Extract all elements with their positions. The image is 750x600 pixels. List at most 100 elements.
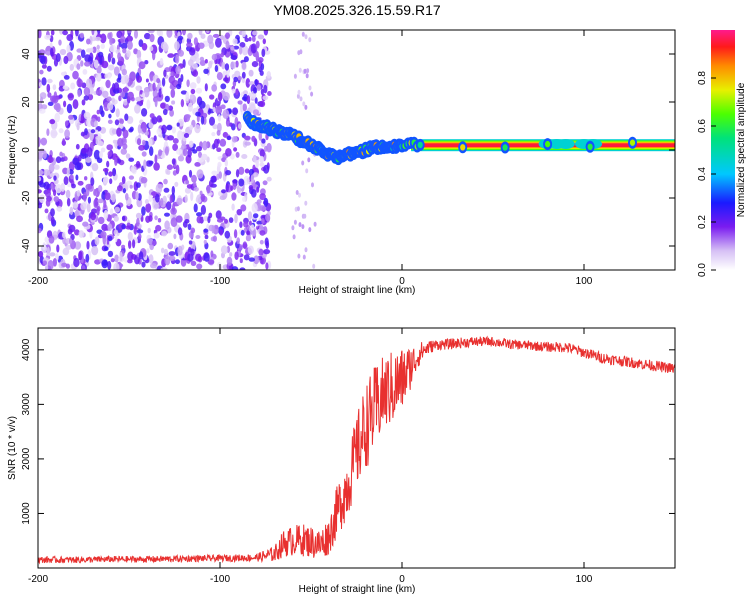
noise-speckle xyxy=(114,206,120,213)
noise-speckle xyxy=(172,138,179,144)
noise-speckle xyxy=(66,103,73,114)
noise-speckle xyxy=(133,225,137,235)
noise-speckle xyxy=(156,115,162,123)
noise-speckle xyxy=(224,230,231,239)
noise-speckle xyxy=(178,49,184,57)
noise-speckle xyxy=(135,212,142,219)
noise-speckle xyxy=(104,192,111,201)
noise-speckle xyxy=(44,208,49,214)
noise-speckle xyxy=(100,43,105,50)
noise-speckle xyxy=(125,193,129,201)
noise-speckle xyxy=(263,164,270,174)
noise-speckle xyxy=(224,63,230,71)
noise-speckle xyxy=(95,72,102,82)
noise-speckle xyxy=(239,102,243,113)
noise-speckle xyxy=(158,184,164,189)
noise-speckle xyxy=(239,221,243,228)
noise-speckle xyxy=(96,109,101,115)
noise-speckle xyxy=(225,40,230,50)
spectrogram-y-tick-label: 40 xyxy=(21,48,32,60)
noise-speckle xyxy=(253,87,258,94)
noise-speckle xyxy=(213,138,219,149)
noise-speckle xyxy=(259,100,266,108)
noise-speckle xyxy=(163,248,168,256)
noise-speckle xyxy=(147,30,155,34)
noise-speckle xyxy=(84,176,88,181)
noise-speckle xyxy=(129,126,134,132)
noise-speckle xyxy=(297,89,301,95)
noise-speckle xyxy=(62,30,68,36)
noise-speckle xyxy=(101,259,108,269)
noise-speckle xyxy=(203,228,209,233)
noise-speckle xyxy=(62,138,66,146)
snr-y-tick-label: 4000 xyxy=(21,338,32,361)
noise-speckle xyxy=(291,225,295,231)
noise-speckle xyxy=(225,170,232,176)
noise-speckle xyxy=(121,176,126,185)
noise-speckle xyxy=(196,146,202,152)
noise-speckle xyxy=(305,168,309,174)
noise-speckle xyxy=(111,193,116,203)
noise-speckle xyxy=(163,187,170,193)
noise-speckle xyxy=(84,128,88,136)
noise-speckle xyxy=(97,51,104,58)
noise-speckle xyxy=(260,88,264,96)
noise-speckle xyxy=(259,149,265,158)
snr-x-label: Height of straight line (km) xyxy=(299,584,416,595)
noise-speckle xyxy=(49,119,56,125)
colorbar-tick-label: 0.6 xyxy=(697,119,708,133)
noise-speckle xyxy=(63,156,68,162)
noise-speckle xyxy=(155,224,162,232)
noise-speckle xyxy=(46,246,50,257)
noise-speckle xyxy=(261,217,265,225)
noise-speckle xyxy=(198,30,203,36)
noise-speckle xyxy=(114,233,118,243)
noise-speckle xyxy=(138,233,142,240)
noise-speckle xyxy=(313,221,317,227)
noise-speckle xyxy=(94,135,102,145)
noise-speckle xyxy=(123,100,128,106)
noise-speckle xyxy=(100,147,106,153)
noise-speckle xyxy=(240,204,247,212)
noise-speckle xyxy=(185,180,190,185)
noise-speckle xyxy=(107,223,113,232)
noise-speckle xyxy=(243,175,250,186)
noise-speckle xyxy=(307,157,311,163)
noise-speckle xyxy=(171,185,175,195)
noise-speckle xyxy=(152,82,156,92)
noise-speckle xyxy=(58,128,64,134)
noise-speckle xyxy=(144,32,151,40)
noise-speckle xyxy=(47,92,52,98)
noise-speckle xyxy=(120,148,128,155)
noise-speckle xyxy=(151,116,158,125)
noise-speckle xyxy=(261,48,266,58)
noise-speckle xyxy=(217,122,222,133)
noise-speckle xyxy=(66,197,71,207)
noise-speckle xyxy=(46,128,50,136)
noise-speckle xyxy=(135,160,141,168)
noise-speckle xyxy=(311,182,314,188)
noise-speckle xyxy=(301,224,305,230)
colorbar-tick-label: 0.8 xyxy=(697,71,708,85)
noise-speckle xyxy=(91,208,98,214)
noise-speckle xyxy=(86,202,91,213)
noise-speckle xyxy=(235,151,240,158)
noise-speckle xyxy=(121,244,126,249)
snr-series-line xyxy=(38,335,675,565)
spectrogram-x-tick-label: 100 xyxy=(576,276,593,287)
noise-speckle xyxy=(293,73,297,79)
noise-speckle xyxy=(256,220,263,225)
noise-speckle xyxy=(39,194,45,203)
noise-speckle xyxy=(121,223,126,230)
noise-speckle xyxy=(59,30,64,35)
noise-speckle xyxy=(80,202,87,211)
noise-speckle xyxy=(174,41,180,51)
noise-speckle xyxy=(242,196,246,202)
noise-speckle xyxy=(74,241,82,250)
noise-speckle xyxy=(144,60,149,65)
noise-speckle xyxy=(127,259,133,264)
noise-speckle xyxy=(160,267,168,270)
noise-speckle xyxy=(302,101,306,107)
noise-speckle xyxy=(72,70,79,80)
noise-speckle xyxy=(72,99,79,110)
